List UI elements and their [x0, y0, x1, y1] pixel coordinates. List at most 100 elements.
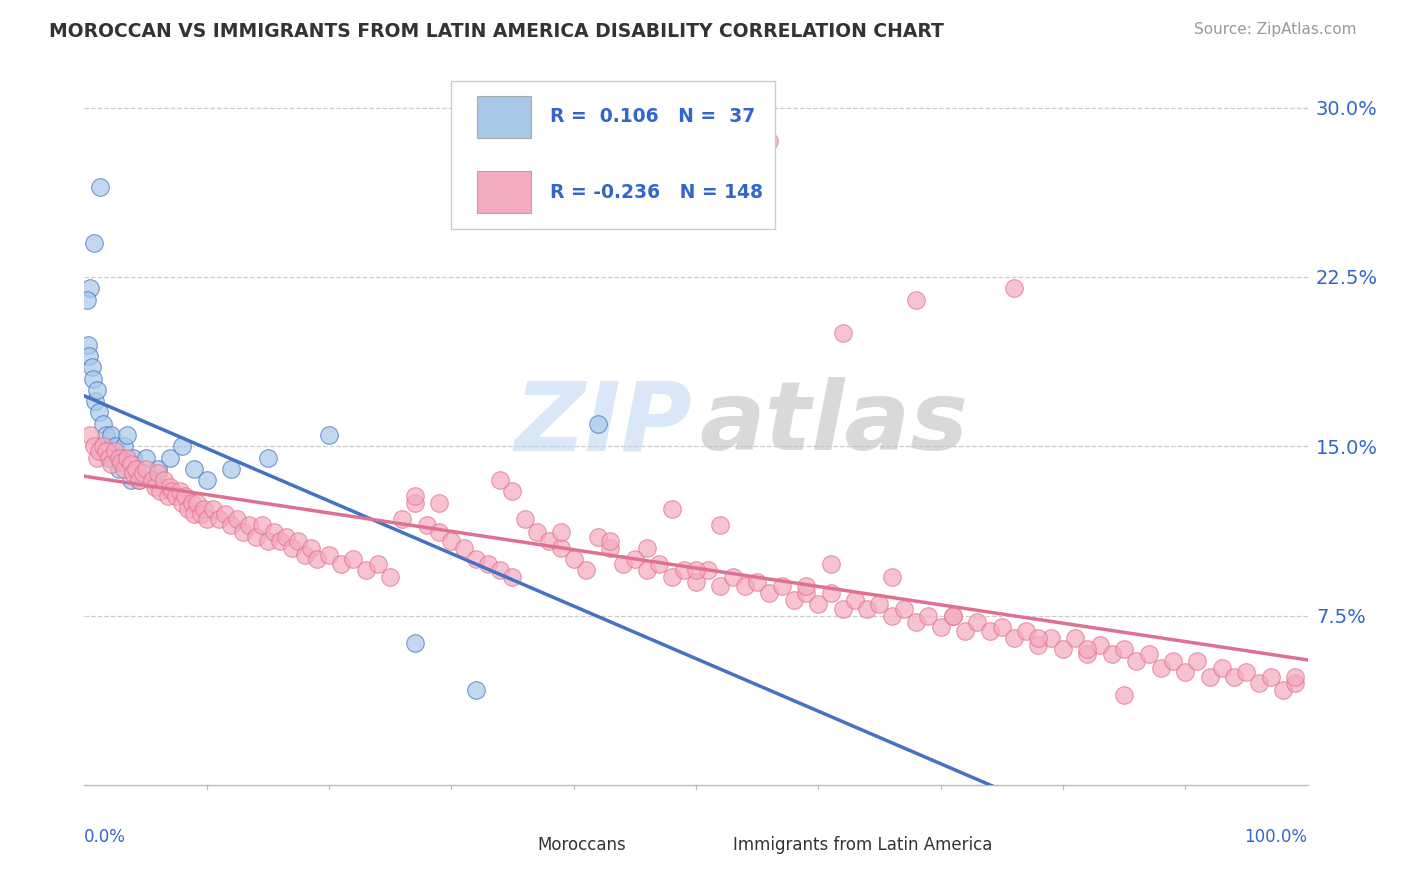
Point — [661, 502, 683, 516]
Point — [156, 489, 179, 503]
Point — [305, 552, 328, 566]
Point — [905, 615, 928, 630]
Point — [612, 557, 634, 571]
Point — [76, 293, 98, 307]
Point — [183, 462, 205, 476]
Point — [477, 557, 499, 571]
Text: MOROCCAN VS IMMIGRANTS FROM LATIN AMERICA DISABILITY CORRELATION CHART: MOROCCAN VS IMMIGRANTS FROM LATIN AMERIC… — [49, 22, 943, 41]
Point — [125, 462, 148, 476]
Point — [856, 602, 879, 616]
Text: 100.0%: 100.0% — [1244, 829, 1308, 847]
Point — [96, 443, 118, 458]
Point — [1284, 669, 1306, 683]
Point — [226, 511, 249, 525]
FancyBboxPatch shape — [485, 829, 531, 863]
Text: R =  0.106   N =  37: R = 0.106 N = 37 — [550, 108, 755, 127]
Text: Moroccans: Moroccans — [537, 836, 626, 854]
Point — [794, 579, 817, 593]
Point — [1028, 638, 1050, 652]
Point — [1052, 642, 1074, 657]
Point — [201, 502, 224, 516]
Point — [966, 615, 988, 630]
Point — [91, 417, 114, 431]
Point — [112, 462, 135, 476]
Point — [979, 624, 1001, 639]
Point — [880, 570, 903, 584]
Point — [172, 439, 194, 453]
Point — [186, 496, 208, 510]
Point — [1101, 647, 1123, 661]
FancyBboxPatch shape — [477, 170, 531, 213]
Point — [1236, 665, 1258, 679]
Point — [342, 552, 364, 566]
Text: 0.0%: 0.0% — [84, 829, 127, 847]
Point — [128, 473, 150, 487]
Point — [169, 484, 191, 499]
Point — [177, 502, 200, 516]
Point — [758, 135, 780, 149]
Point — [1002, 631, 1025, 645]
Point — [1064, 631, 1087, 645]
Point — [380, 570, 402, 584]
Text: atlas: atlas — [700, 377, 969, 470]
Point — [709, 579, 731, 593]
Point — [367, 557, 389, 571]
Point — [770, 579, 793, 593]
Point — [672, 564, 695, 578]
Point — [599, 541, 621, 555]
Point — [112, 439, 135, 453]
Point — [107, 462, 129, 476]
Point — [120, 473, 142, 487]
FancyBboxPatch shape — [682, 829, 727, 863]
Point — [844, 592, 866, 607]
Point — [440, 534, 463, 549]
Point — [128, 473, 150, 487]
Point — [599, 534, 621, 549]
Point — [783, 592, 806, 607]
Point — [464, 683, 486, 698]
Point — [562, 552, 585, 566]
Point — [141, 473, 163, 487]
Point — [1247, 676, 1270, 690]
Point — [87, 443, 110, 458]
Point — [1137, 647, 1160, 661]
Point — [143, 480, 166, 494]
Point — [489, 473, 512, 487]
Point — [104, 439, 127, 453]
Point — [86, 383, 108, 397]
Point — [1211, 660, 1233, 674]
Point — [100, 428, 122, 442]
Point — [1125, 654, 1147, 668]
Point — [869, 598, 891, 612]
Point — [513, 511, 536, 525]
Point — [141, 473, 163, 487]
Point — [697, 564, 720, 578]
Point — [294, 548, 316, 562]
Point — [135, 450, 157, 465]
Text: R = -0.236   N = 148: R = -0.236 N = 148 — [550, 183, 763, 202]
Point — [287, 534, 309, 549]
Point — [1039, 631, 1062, 645]
Point — [219, 462, 242, 476]
Point — [1260, 669, 1282, 683]
Point — [721, 570, 744, 584]
Point — [162, 484, 184, 499]
Point — [1272, 683, 1295, 698]
Point — [80, 360, 103, 375]
Text: Immigrants from Latin America: Immigrants from Latin America — [733, 836, 993, 854]
Point — [159, 480, 181, 494]
Point — [648, 557, 671, 571]
Point — [1174, 665, 1197, 679]
Point — [1002, 281, 1025, 295]
Point — [100, 458, 122, 472]
Point — [1150, 660, 1173, 674]
Point — [929, 620, 952, 634]
Point — [794, 586, 817, 600]
Point — [269, 534, 291, 549]
Point — [464, 552, 486, 566]
Point — [146, 462, 169, 476]
Point — [193, 502, 215, 516]
Point — [153, 473, 176, 487]
Point — [115, 428, 138, 442]
Point — [250, 518, 273, 533]
